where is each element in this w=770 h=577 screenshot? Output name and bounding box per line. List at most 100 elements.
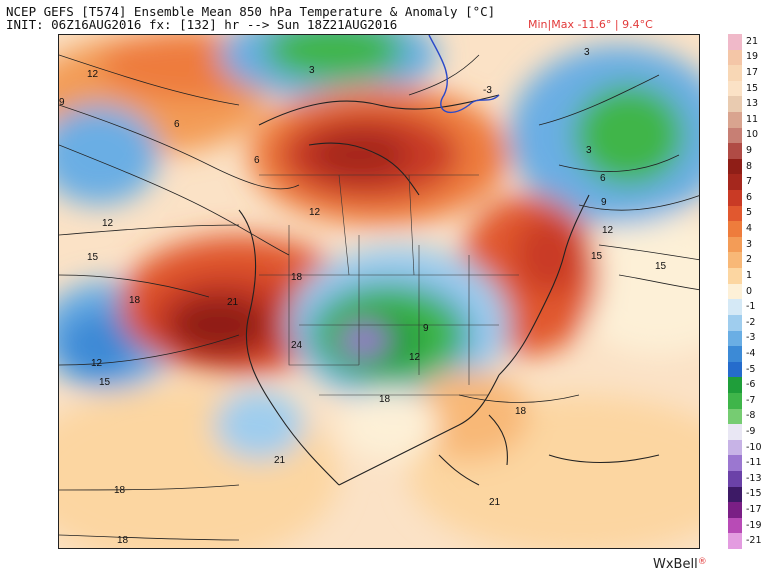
arctic-contour: [428, 35, 500, 114]
contour-label: -3: [483, 85, 492, 96]
min-max-readout: Min|Max -11.6° | 9.4°C: [528, 18, 653, 31]
color-scale-swatch: [728, 517, 742, 534]
contour-label: 3: [584, 47, 590, 58]
contour-label: 15: [99, 377, 111, 388]
contour-label: 3: [586, 145, 592, 156]
color-scale-label: -5: [746, 363, 756, 375]
contour-label: 21: [489, 497, 501, 508]
color-scale-swatch: [728, 377, 742, 394]
color-scale-swatch: [728, 268, 742, 285]
color-scale-label: 17: [746, 67, 759, 78]
color-scale-swatch: [728, 221, 742, 238]
brand-text: WxBell: [653, 557, 698, 572]
contour-label: 12: [102, 218, 114, 229]
color-scale-swatch: [728, 502, 742, 519]
color-scale-label: -4: [746, 347, 756, 359]
color-scale-swatch: [728, 190, 742, 207]
color-scale-label: -3: [746, 332, 756, 344]
color-scale-swatch: [728, 236, 742, 253]
color-scale-swatch: [728, 112, 742, 129]
color-scale-swatch: [728, 470, 742, 487]
color-scale-swatch: [728, 408, 742, 425]
color-scale-swatch: [728, 49, 742, 66]
contour-label: 12: [309, 207, 321, 218]
color-scale-label: -13: [746, 472, 762, 484]
color-scale-swatch: [728, 143, 742, 160]
color-scale-bar: [728, 34, 742, 550]
color-scale-swatch: [728, 34, 742, 50]
color-scale-swatch: [728, 439, 742, 456]
contour-label: 9: [59, 97, 65, 108]
contour-label: 24: [291, 340, 303, 351]
color-scale-swatch: [728, 96, 742, 113]
color-scale-swatch: [728, 299, 742, 316]
color-scale-label: 10: [746, 129, 759, 141]
color-scale-label: -7: [746, 394, 756, 406]
color-scale-label: -9: [746, 425, 756, 437]
color-scale-swatch: [728, 314, 742, 331]
color-scale-swatch: [728, 361, 742, 378]
color-scale-label: -17: [746, 503, 762, 515]
color-scale-swatch: [728, 455, 742, 472]
color-scale-label: 15: [746, 82, 759, 94]
contour-label: 15: [655, 261, 667, 272]
color-scale-label: 7: [746, 176, 753, 188]
political-borders: [259, 174, 519, 396]
color-scale-swatch: [728, 330, 742, 347]
contour-label: 6: [254, 155, 260, 166]
color-scale-label: -8: [746, 410, 756, 422]
color-scale-swatch: [728, 205, 742, 222]
wxbell-logo: WxBell®: [653, 557, 707, 572]
contour-label: 21: [227, 297, 239, 308]
color-scale-swatch: [728, 424, 742, 441]
color-scale-swatch: [728, 533, 742, 550]
temperature-anomaly-map: 12 9 6 6 3 3 6 9 12 15 15 18 18 12 12 15…: [58, 34, 700, 549]
contour-label: 18: [114, 485, 126, 496]
color-scale-swatch: [728, 158, 742, 175]
contour-label: 12: [602, 225, 614, 236]
contour-label: 3: [309, 65, 315, 76]
color-scale-label: 21: [746, 35, 759, 47]
color-scale-swatch: [728, 80, 742, 97]
color-scale-label: 1: [746, 269, 753, 281]
color-scale-label: 4: [746, 223, 753, 235]
color-scale-swatch: [728, 127, 742, 144]
color-scale-label: -2: [746, 316, 756, 328]
contour-label: 18: [379, 394, 391, 405]
contour-label: 12: [409, 352, 421, 363]
color-scale-label: 13: [746, 98, 759, 110]
contour-label: 6: [600, 173, 606, 184]
contour-label: 15: [591, 251, 603, 262]
contour-label: 9: [423, 323, 429, 334]
chart-title-line1: NCEP GEFS [T574] Ensemble Mean 850 hPa T…: [6, 4, 496, 19]
color-scale-label: -6: [746, 379, 756, 391]
color-scale-labels: 21 19 17 15 13 11 10 9 8 7 6 5 4 3 2 1 0 -1 -2 -3 -4 -5 -6 -7 -8…: [746, 34, 770, 549]
contour-label: 18: [515, 406, 527, 417]
contour-label: 21: [274, 455, 286, 466]
color-scale-swatch: [728, 252, 742, 269]
chart-title-line2: INIT: 06Z16AUG2016 fx: [132] hr --> Sun …: [6, 17, 398, 32]
color-scale-label: -1: [746, 301, 756, 313]
color-scale-swatch: [728, 283, 742, 300]
color-scale-label: -11: [746, 457, 762, 469]
color-scale-swatch: [728, 65, 742, 82]
color-scale-label: 3: [746, 238, 753, 250]
contour-labels: 12 9 6 6 3 3 6 9 12 15 15 18 18 12 12 15…: [59, 47, 667, 546]
contour-label: 12: [91, 358, 103, 369]
color-scale-label: 8: [746, 160, 753, 172]
color-scale-swatch: [728, 174, 742, 191]
color-scale-swatch: [728, 486, 742, 503]
contour-label: 18: [129, 295, 141, 306]
contour-label: 9: [601, 197, 607, 208]
color-scale-label: -19: [746, 519, 762, 531]
anomaly-field: [59, 35, 699, 548]
color-scale-label: 9: [746, 145, 753, 157]
brand-mark: ®: [697, 557, 707, 567]
color-scale-label: -15: [746, 488, 762, 500]
contour-label: 18: [117, 535, 129, 546]
contour-label: 15: [87, 252, 99, 263]
contour-label: 12: [87, 69, 99, 80]
color-scale-swatch: [728, 392, 742, 409]
color-scale-label: -10: [746, 441, 762, 453]
color-scale-label: -21: [746, 535, 762, 547]
